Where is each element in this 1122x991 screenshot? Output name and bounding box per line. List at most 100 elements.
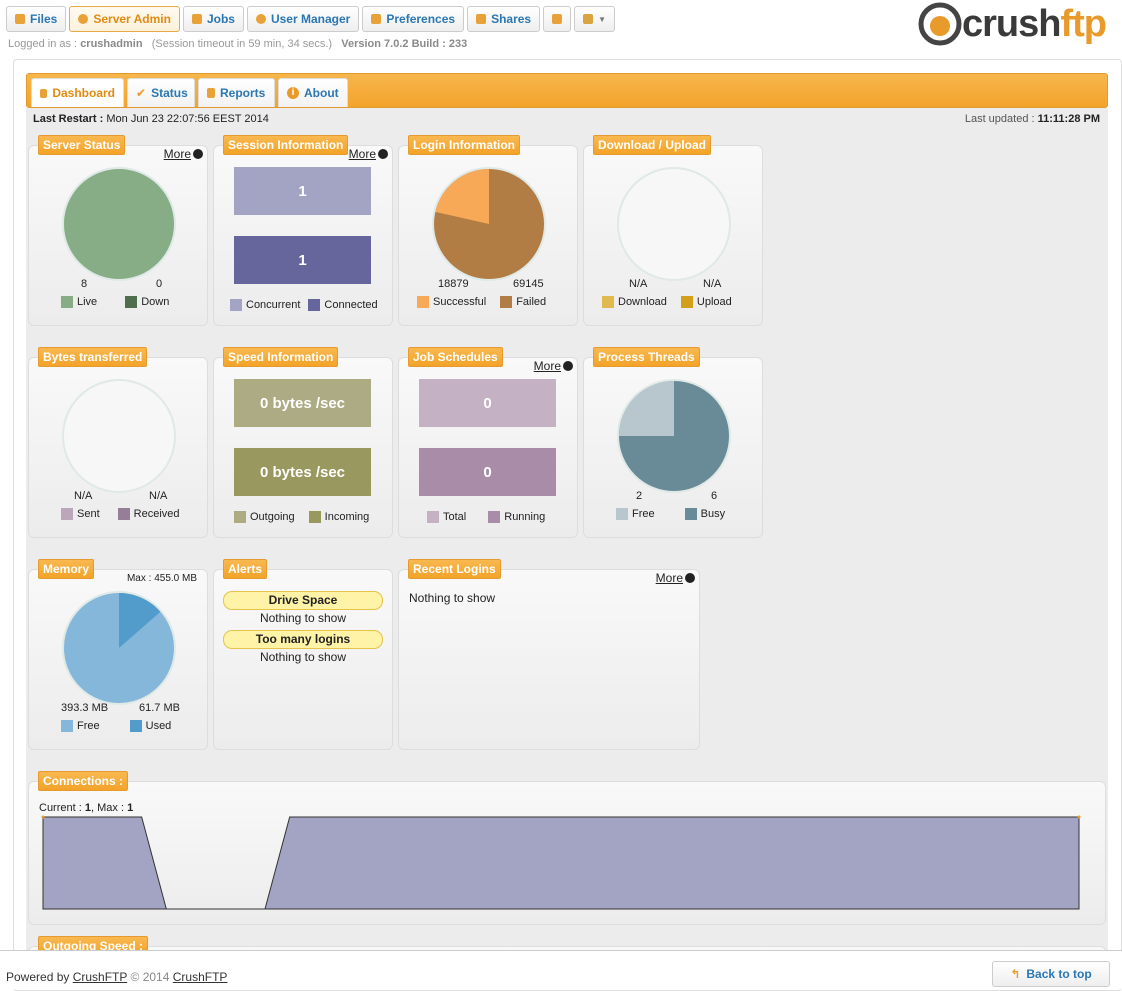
preferences-button[interactable]: Preferences — [362, 6, 465, 32]
more-label: More — [163, 147, 191, 161]
powered-by: Powered by CrushFTP © 2014 CrushFTP — [6, 970, 227, 984]
last-restart-value: Mon Jun 23 22:07:56 EEST 2014 — [106, 113, 269, 125]
connections-chart — [41, 815, 1081, 910]
legend-received-label: Received — [133, 508, 180, 520]
folder-icon — [15, 14, 25, 24]
received-value: N/A — [149, 490, 168, 502]
last-updated-value: 11:11:28 PM — [1037, 113, 1100, 125]
crushftp-logo: crushftp — [918, 2, 1107, 46]
footer — [0, 950, 1122, 989]
legend-swatch — [616, 508, 628, 520]
server-admin-button[interactable]: Server Admin — [69, 6, 180, 32]
sent-value: N/A — [74, 490, 93, 502]
memory-legend: Free Used — [61, 720, 171, 732]
shares-button[interactable]: Shares — [467, 6, 541, 32]
current-label: Current : — [39, 802, 82, 814]
files-button[interactable]: Files — [6, 6, 67, 32]
lock-button[interactable] — [543, 6, 572, 32]
jobs-total-box: 0 — [419, 379, 556, 427]
legend-running: Running — [488, 511, 545, 523]
tab-reports-label: Reports — [220, 86, 266, 100]
legend-live-label: Live — [77, 296, 98, 308]
jobs-more-link[interactable]: More — [534, 359, 573, 373]
check-icon: ✔ — [136, 86, 147, 100]
legend-busy: Busy — [684, 508, 726, 520]
max-label: Max : — [97, 802, 125, 814]
session-more-link[interactable]: More — [349, 147, 388, 161]
recent-logins-more-link[interactable]: More — [656, 571, 695, 585]
legend-swatch — [61, 296, 73, 308]
login-info: Logged in as : crushadmin (Session timeo… — [8, 38, 467, 50]
version-info: Version 7.0.2 Build : 233 — [341, 38, 468, 50]
legend-successful: Successful — [417, 296, 486, 308]
legend-swatch — [427, 511, 439, 523]
jobs-button[interactable]: Jobs — [182, 6, 244, 32]
legend-down-label: Down — [141, 296, 170, 308]
download-upload-title: Download / Upload — [593, 135, 711, 155]
tab-dashboard[interactable]: Dashboard — [31, 78, 124, 107]
current-value: 1 — [84, 802, 91, 814]
speed-information-title: Speed Information — [223, 347, 339, 367]
outgoing-speed-box: 0 bytes /sec — [234, 379, 371, 427]
memory-max: Max : 455.0 MB — [126, 573, 197, 584]
pie-empty — [62, 379, 176, 493]
magnifier-icon — [193, 149, 203, 159]
tab-status-label: Status — [151, 86, 188, 100]
legend-busy-label: Busy — [700, 508, 726, 520]
tab-about[interactable]: i About — [278, 78, 348, 107]
jobs-label: Jobs — [206, 12, 235, 26]
memory-used: 61.7 MB — [139, 702, 180, 714]
connections-end-point — [1077, 815, 1081, 819]
legend-free: Free — [616, 508, 655, 520]
user-manager-button[interactable]: User Manager — [246, 6, 360, 32]
process-threads-title: Process Threads — [593, 347, 700, 367]
preferences-label: Preferences — [386, 12, 456, 26]
tab-status[interactable]: ✔ Status — [127, 78, 195, 107]
connections-title: Connections : — [38, 771, 128, 791]
legend-swatch — [117, 508, 130, 520]
shares-icon — [476, 14, 487, 24]
preferences-icon — [371, 14, 382, 24]
alert-too-many-logins[interactable]: Too many logins — [223, 630, 383, 649]
tab-dashboard-label: Dashboard — [52, 86, 115, 100]
successful-count: 18879 — [438, 278, 469, 290]
legend-swatch — [417, 296, 429, 308]
download-upload-panel: Download / Upload N/A N/A Download Uploa… — [583, 135, 763, 326]
theme-menu-button[interactable]: ▼ — [574, 6, 616, 32]
legend-swatch — [684, 508, 697, 520]
recent-logins-empty: Nothing to show — [409, 591, 496, 605]
legend-total: Total — [427, 511, 466, 523]
session-timeout: (Session timeout in 59 min, 34 secs.) — [151, 38, 333, 50]
alerts-title: Alerts — [223, 559, 268, 579]
legend-mem-used: Used — [129, 720, 172, 732]
failed-count: 69145 — [513, 278, 544, 290]
tab-reports[interactable]: Reports — [198, 78, 275, 107]
alert-drive-space[interactable]: Drive Space — [223, 591, 383, 610]
legend-mem-used-label: Used — [145, 720, 172, 732]
threads-legend: Free Busy — [616, 508, 725, 520]
pie-slice-used — [119, 593, 161, 648]
more-label: More — [348, 147, 376, 161]
legend-total-label: Total — [443, 511, 467, 523]
server-status-more-link[interactable]: More — [164, 147, 203, 161]
legend-swatch — [61, 508, 73, 520]
legend-mem-free: Free — [61, 720, 100, 732]
legend-swatch — [308, 511, 321, 523]
legend-swatch — [500, 296, 513, 308]
jobs-running-box: 0 — [419, 448, 556, 496]
speed-information-panel: Speed Information 0 bytes /sec 0 bytes /… — [213, 347, 393, 538]
legend-upload: Upload — [680, 296, 732, 308]
bytes-transferred-panel: Bytes transferred N/A N/A Sent Received — [28, 347, 208, 538]
threads-pie — [617, 379, 731, 493]
magnifier-icon — [378, 149, 388, 159]
legend-sent-label: Sent — [77, 508, 100, 520]
crushftp-link[interactable]: CrushFTP — [72, 970, 128, 984]
back-to-top-button[interactable]: ↰ Back to top — [992, 961, 1110, 987]
crushftp-company-link[interactable]: CrushFTP — [172, 970, 228, 984]
legend-outgoing-label: Outgoing — [250, 511, 295, 523]
more-label: More — [655, 571, 683, 585]
legend-free-label: Free — [632, 508, 655, 520]
incoming-speed-box: 0 bytes /sec — [234, 448, 371, 496]
legend-incoming-label: Incoming — [324, 511, 370, 523]
image-icon — [583, 14, 594, 24]
